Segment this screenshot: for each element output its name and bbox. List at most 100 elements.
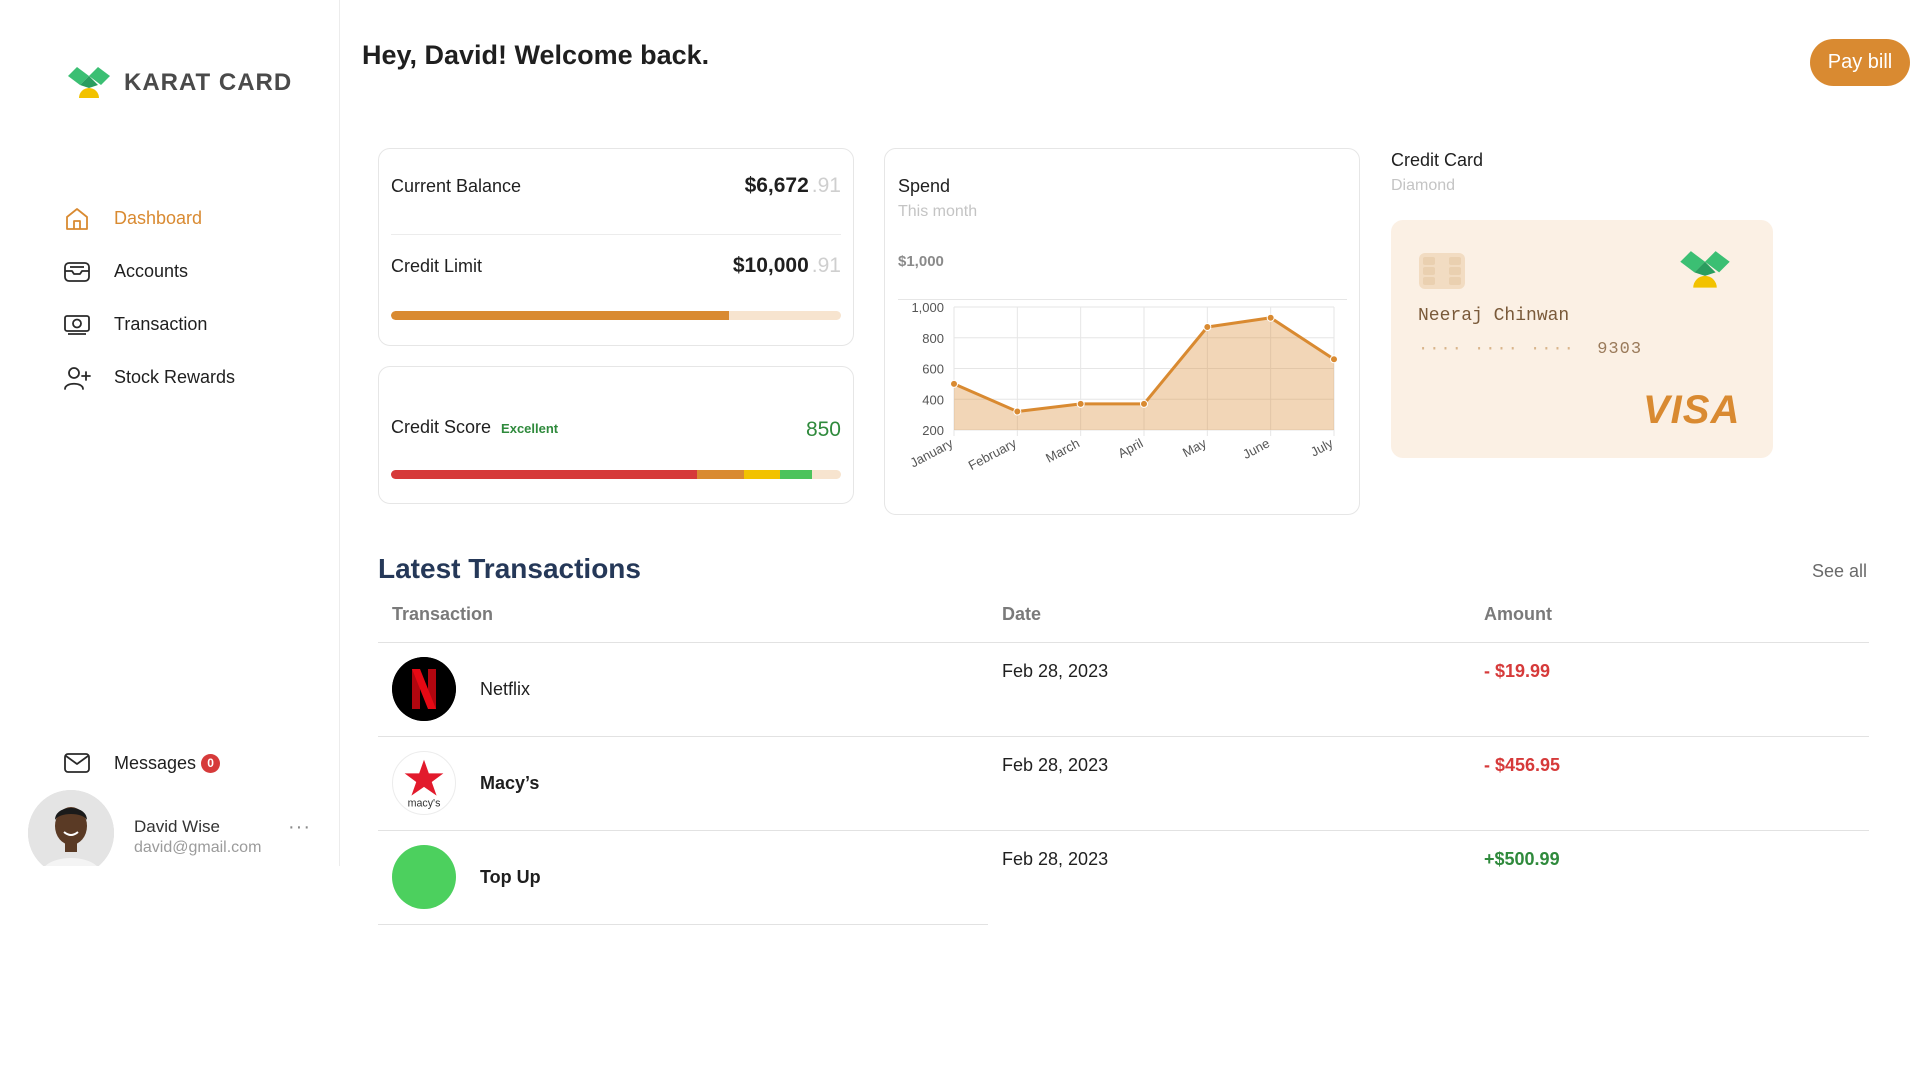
sidebar-item-dashboard[interactable]: Dashboard bbox=[62, 192, 322, 245]
chip-icon bbox=[1419, 253, 1465, 289]
brand-logo[interactable]: KARAT CARD bbox=[68, 66, 292, 100]
user-info: David Wise david@gmail.com bbox=[134, 817, 261, 857]
netflix-logo bbox=[392, 657, 456, 721]
divider bbox=[391, 234, 841, 235]
y-tick-label: 200 bbox=[922, 423, 944, 438]
card-holder-name: Neeraj Chinwan bbox=[1418, 306, 1570, 326]
transaction-amount: - $19.99 bbox=[1484, 661, 1551, 681]
transaction-date: Feb 28, 2023 bbox=[1002, 849, 1109, 869]
messages-label: Messages bbox=[114, 752, 197, 773]
sidebar: KARAT CARD Dashboard Accounts bbox=[0, 0, 340, 866]
spend-subtitle: This month bbox=[898, 203, 978, 220]
topup-logo bbox=[392, 845, 456, 909]
transaction-amount: +$500.99 bbox=[1484, 849, 1560, 869]
credit-score-segment bbox=[744, 470, 781, 479]
transactions-title: Latest Transactions bbox=[378, 553, 641, 584]
table-row[interactable]: Top Up Feb 28, 2023 +$500.99 bbox=[378, 830, 1869, 924]
divider bbox=[378, 736, 1869, 737]
money-icon bbox=[62, 310, 92, 340]
x-tick-label: March bbox=[1043, 435, 1082, 465]
x-tick-label: February bbox=[966, 435, 1019, 473]
spend-point bbox=[1013, 407, 1022, 416]
macys-logo: macy's bbox=[392, 751, 456, 815]
sidebar-item-label: Accounts bbox=[114, 261, 189, 281]
transaction-name: Netflix bbox=[480, 679, 531, 699]
messages-count-badge: 0 bbox=[201, 753, 221, 773]
spend-point bbox=[1330, 355, 1338, 364]
table-row[interactable]: Netflix Feb 28, 2023 - $19.99 bbox=[378, 642, 1869, 736]
brand-name: KARAT CARD bbox=[124, 69, 293, 96]
transaction-date: Feb 28, 2023 bbox=[1002, 755, 1109, 775]
see-all-link[interactable]: See all bbox=[1812, 561, 1868, 581]
credit-utilization-fill bbox=[391, 311, 729, 320]
more-options-icon[interactable]: ··· bbox=[288, 816, 311, 838]
column-header-amount[interactable]: Amount bbox=[1484, 604, 1552, 624]
sidebar-nav: Dashboard Accounts Transaction bbox=[62, 192, 322, 404]
user-profile[interactable]: David Wise david@gmail.com ··· bbox=[28, 790, 328, 866]
current-balance-cents: .91 bbox=[811, 174, 841, 197]
credit-score-segment bbox=[697, 470, 745, 479]
credit-score-segment bbox=[780, 470, 812, 479]
y-tick-label: 400 bbox=[922, 392, 944, 407]
x-tick-label: April bbox=[1115, 435, 1145, 461]
credit-utilization-bar bbox=[391, 311, 841, 320]
pay-bill-button[interactable]: Pay bill bbox=[1810, 39, 1910, 86]
current-balance-label: Current Balance bbox=[391, 176, 522, 196]
card-number: ···· ···· ···· 9303 bbox=[1418, 340, 1642, 359]
sidebar-item-label: Transaction bbox=[114, 314, 208, 334]
credit-score-title: Credit Score bbox=[391, 417, 492, 437]
credit-card-visual[interactable]: Neeraj Chinwan ···· ···· ···· 9303 VISA bbox=[1391, 220, 1773, 458]
table-row[interactable]: macy's Macy’s Feb 28, 2023 - $456.95 bbox=[378, 736, 1869, 830]
balance-card: Current Balance $6,672.91 Credit Limit $… bbox=[378, 148, 854, 346]
transaction-date: Feb 28, 2023 bbox=[1002, 661, 1109, 681]
inbox-icon bbox=[62, 257, 92, 287]
credit-limit-amount: $10,000 bbox=[732, 254, 809, 277]
spend-card: Spend This month $1,000 1,000 800 600 400 20… bbox=[884, 148, 1360, 515]
divider bbox=[898, 299, 1347, 300]
spend-total: $1,000 bbox=[898, 253, 944, 270]
card-number-mask: ···· ···· ···· bbox=[1418, 340, 1575, 359]
user-name: David Wise bbox=[134, 817, 220, 836]
column-header-date[interactable]: Date bbox=[1002, 604, 1042, 624]
card-last4: 9303 bbox=[1597, 340, 1643, 359]
credit-limit-label: Credit Limit bbox=[391, 256, 483, 276]
x-tick-label: July bbox=[1308, 435, 1336, 459]
home-icon bbox=[62, 204, 92, 234]
credit-card-tier: Diamond bbox=[1391, 177, 1456, 194]
divider bbox=[378, 924, 988, 925]
spend-point bbox=[1140, 399, 1148, 408]
spend-title: Spend bbox=[898, 176, 951, 196]
y-tick-label: 1,000 bbox=[911, 300, 944, 315]
spend-point bbox=[1076, 399, 1085, 408]
user-plus-icon bbox=[62, 363, 92, 393]
credit-score-label: Credit Score Excellent bbox=[391, 417, 558, 438]
current-balance-amount: $6,672 bbox=[744, 174, 809, 197]
spend-point bbox=[1203, 322, 1212, 331]
credit-limit-value: $10,000.91 bbox=[733, 254, 841, 278]
y-tick-label: 800 bbox=[922, 331, 944, 346]
transaction-name: Macy’s bbox=[480, 773, 540, 793]
y-tick-label: 600 bbox=[922, 362, 944, 377]
sidebar-item-stock-rewards[interactable]: Stock Rewards bbox=[62, 351, 322, 404]
sidebar-item-label: Stock Rewards bbox=[114, 367, 236, 387]
credit-card-title: Credit Card bbox=[1391, 150, 1484, 170]
current-balance-value: $6,672.91 bbox=[745, 174, 841, 198]
visa-logo: VISA bbox=[1643, 388, 1741, 432]
credit-score-card: Credit Score Excellent 850 bbox=[378, 366, 854, 504]
divider bbox=[378, 830, 1869, 831]
x-tick-label: May bbox=[1180, 435, 1209, 460]
karat-logo-icon bbox=[1680, 251, 1730, 288]
sidebar-item-accounts[interactable]: Accounts bbox=[62, 245, 322, 298]
karat-logo-icon bbox=[68, 67, 110, 98]
mail-icon bbox=[62, 748, 92, 778]
sidebar-item-messages[interactable]: Messages 0 bbox=[62, 748, 221, 778]
credit-score-bar bbox=[391, 470, 841, 479]
divider bbox=[378, 642, 1869, 643]
column-header-transaction[interactable]: Transaction bbox=[392, 604, 494, 624]
x-tick-label: January bbox=[908, 435, 956, 470]
credit-score-value: 850 bbox=[805, 418, 841, 441]
spend-area bbox=[954, 317, 1334, 430]
sidebar-item-transaction[interactable]: Transaction bbox=[62, 298, 322, 351]
sidebar-item-label: Dashboard bbox=[114, 208, 203, 228]
spend-point bbox=[1266, 313, 1275, 322]
